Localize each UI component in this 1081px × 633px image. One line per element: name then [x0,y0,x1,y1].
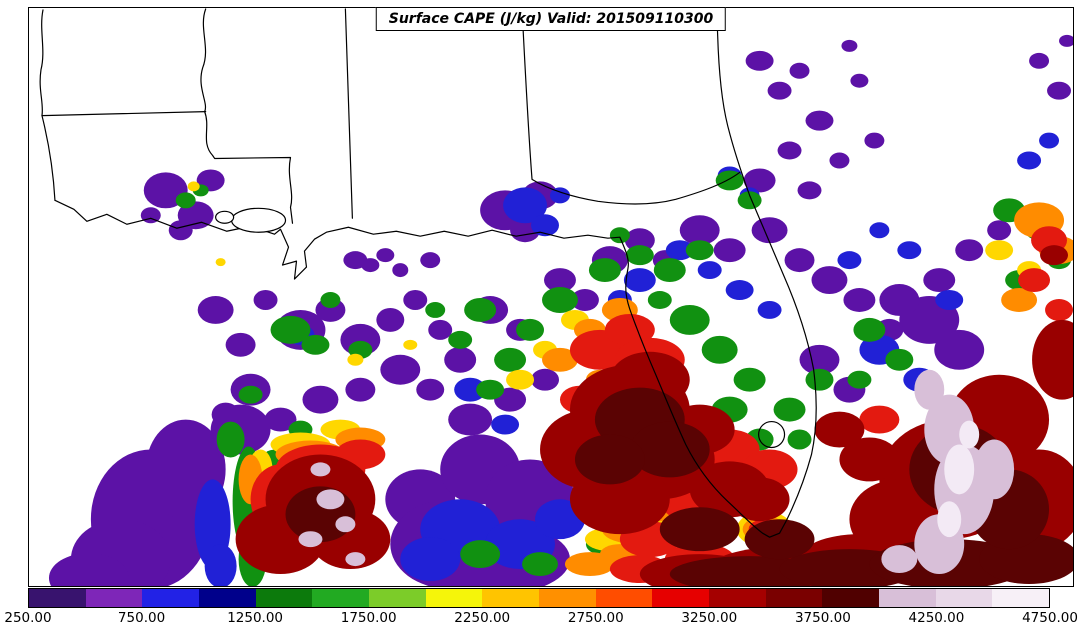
colorbar-tick-label: 1250.00 [227,610,284,626]
map-plot-area [28,7,1074,587]
colorbar-tick-label: 4750.00 [1022,610,1078,626]
cape-field [48,34,1073,586]
colorbar-tick-label: 4250.00 [908,610,965,626]
colorbar-tick-label: 2750.00 [567,610,624,626]
lake-pontchartrain [231,207,287,233]
coastline [54,8,817,538]
colorbar-tick-label: 250.00 [4,610,52,626]
colorbar-segment [312,589,370,607]
colorbar-segment [879,589,936,607]
border-louisiana-arkansas [41,111,207,117]
lake-okeechobee [758,420,786,449]
border-alabama-georgia-florida [521,8,741,205]
border-mississippi-alabama [344,8,353,219]
colorbar-segment [85,589,143,607]
colorbar-segment [935,589,993,607]
colorbar-segment [199,589,256,607]
colorbar-segment [539,589,596,607]
colorbar-segment [142,589,200,607]
colorbar-ticks: 250.00 750.00 1250.00 1750.00 2250.00 2750.00… [4,610,1078,630]
colorbar-tick-label: 3250.00 [681,610,738,626]
colorbar-segment [822,589,880,607]
colorbar-segment [652,589,710,607]
colorbar-tick-label: 3750.00 [794,610,851,626]
lake-maurepas [215,210,235,224]
colorbar-tick-label: 750.00 [117,610,166,626]
cape-map [39,8,1073,586]
cape-region-light-pink [937,420,980,538]
colorbar-segment [29,589,86,607]
colorbar-segment [595,589,653,607]
colorbar-segment [369,589,426,607]
border-texas-louisiana [39,9,56,201]
colorbar [28,588,1050,608]
state-borders [39,8,817,538]
colorbar-segment [425,589,483,607]
colorbar-tick-label: 2250.00 [454,610,511,626]
colorbar-segment [709,589,766,607]
colorbar-segment [992,589,1050,607]
colorbar-segment [482,589,540,607]
colorbar-segment [255,589,313,607]
colorbar-segment [765,589,823,607]
border-louisiana-mississippi [200,8,294,224]
colorbar-tick-label: 1750.00 [340,610,397,626]
plot-title: Surface CAPE (J/kg) Valid: 201509110300 [375,7,727,31]
